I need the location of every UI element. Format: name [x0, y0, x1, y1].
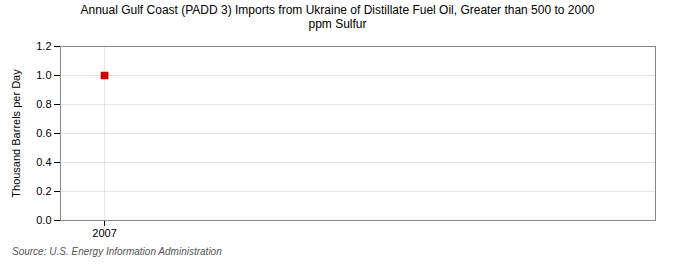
svg-text:Thousand Barrels per Day: Thousand Barrels per Day	[10, 69, 22, 198]
html-text:Source: U.S. Energy Informatio: Source: U.S. Energy Information Administ…	[12, 245, 222, 257]
svg-text:0.0: 0.0	[36, 214, 51, 226]
svg-text:0.8: 0.8	[36, 98, 51, 110]
svg-text:0.2: 0.2	[36, 185, 51, 197]
svg-text:1.2: 1.2	[36, 40, 51, 52]
svg-text:2007: 2007	[92, 227, 116, 239]
svg-text:0.6: 0.6	[36, 127, 51, 139]
svg-text:0.4: 0.4	[36, 156, 51, 168]
html-text:Annual Gulf Coast (PADD 3) Imp: Annual Gulf Coast (PADD 3) Imports from …	[80, 3, 595, 32]
svg-text:1.0: 1.0	[36, 69, 51, 81]
